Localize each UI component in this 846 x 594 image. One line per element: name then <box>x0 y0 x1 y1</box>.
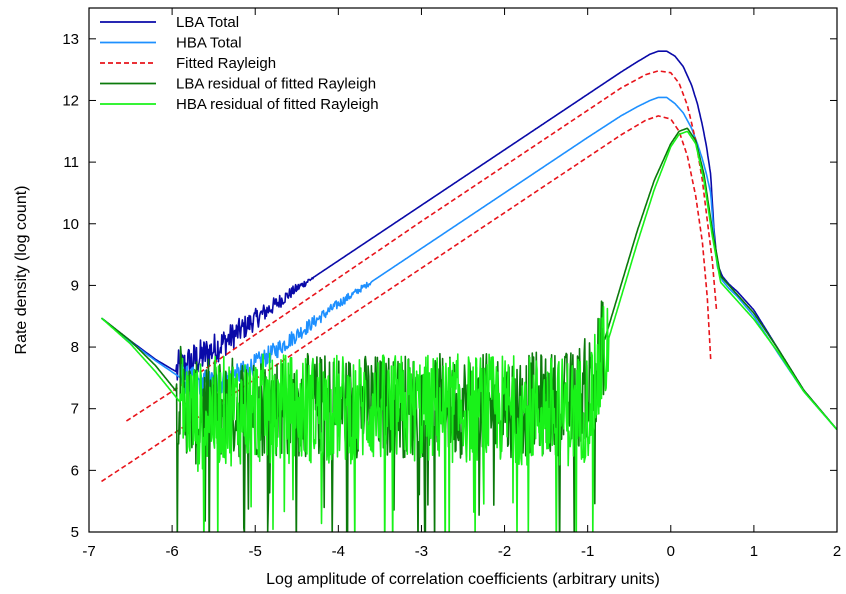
y-tick-label: 10 <box>62 216 79 233</box>
x-tick-label: 2 <box>833 543 841 560</box>
y-tick-label: 8 <box>71 339 79 356</box>
x-tick-label: -5 <box>249 543 262 560</box>
y-tick-label: 12 <box>62 92 79 109</box>
series-line-5 <box>100 130 837 532</box>
legend-label: LBA Total <box>176 14 239 31</box>
x-tick-label: -1 <box>581 543 594 560</box>
x-tick-label: -6 <box>165 543 178 560</box>
y-tick-label: 5 <box>71 524 79 541</box>
x-axis-title: Log amplitude of correlation coefficient… <box>266 571 660 588</box>
legend: LBA Total HBA Total Fitted Rayleigh LBA res… <box>100 14 379 113</box>
x-tick-label: -4 <box>332 543 345 560</box>
x-tick-label: 1 <box>750 543 758 560</box>
x-tick-label: -3 <box>415 543 428 560</box>
legend-label: LBA residual of fitted Rayleigh <box>176 76 376 93</box>
y-tick-label: 7 <box>71 401 79 418</box>
legend-label: Fitted Rayleigh <box>176 55 276 72</box>
legend-label: HBA Total <box>176 35 242 52</box>
y-tick-label: 6 <box>71 462 79 479</box>
legend-label: HBA residual of fitted Rayleigh <box>176 96 379 113</box>
plot-frame <box>88 7 838 533</box>
series-layer <box>100 50 837 532</box>
y-axis-title: Rate density (log count) <box>13 186 30 355</box>
y-tick-label: 9 <box>71 277 79 294</box>
x-tick-label: 0 <box>667 543 675 560</box>
x-tick-label: -2 <box>498 543 511 560</box>
y-tick-label: 11 <box>63 154 79 171</box>
y-tick-label: 13 <box>62 31 79 48</box>
x-tick-label: -7 <box>82 543 95 560</box>
